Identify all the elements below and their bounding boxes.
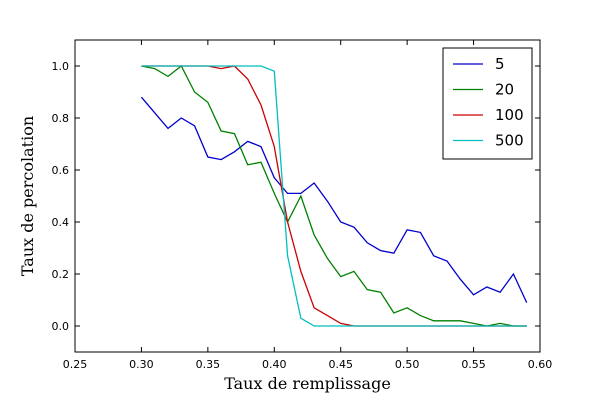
x-tick-label: 0.60 — [528, 358, 553, 371]
x-tick-label: 0.50 — [395, 358, 420, 371]
plot-frame — [74, 39, 541, 353]
x-tick-label: 0.55 — [461, 358, 486, 371]
x-tick-label: 0.30 — [129, 358, 154, 371]
x-axis-ticks: 0.25 0.30 0.35 0.40 0.45 0.50 0.55 0.60 — [63, 40, 553, 371]
y-axis-label: Taux de percolation — [18, 116, 37, 276]
legend-label-20: 20 — [495, 81, 514, 99]
series-line-20 — [141, 65, 527, 327]
plot-lines — [140, 65, 528, 327]
y-tick-label: 1.0 — [52, 60, 70, 73]
legend-label-100: 100 — [495, 106, 524, 124]
y-axis-ticks: 0.0 0.2 0.4 0.6 0.8 1.0 — [52, 60, 540, 333]
y-tick-label: 0.8 — [52, 112, 70, 125]
y-tick-label: 0.4 — [52, 216, 70, 229]
series-line-500 — [141, 65, 527, 327]
x-tick-label: 0.45 — [328, 358, 353, 371]
x-tick-label: 0.25 — [63, 358, 88, 371]
x-tick-label: 0.35 — [196, 358, 221, 371]
legend-label-500: 500 — [495, 132, 524, 150]
y-tick-label: 0.2 — [52, 268, 70, 281]
legend-label-5: 5 — [495, 55, 505, 73]
x-tick-label: 0.40 — [262, 358, 287, 371]
legend: 5 20 100 500 — [442, 47, 533, 160]
series-line-5 — [140, 96, 528, 303]
y-tick-label: 0.0 — [52, 320, 70, 333]
y-tick-label: 0.6 — [52, 164, 70, 177]
x-axis-label: Taux de remplissage — [224, 374, 391, 393]
